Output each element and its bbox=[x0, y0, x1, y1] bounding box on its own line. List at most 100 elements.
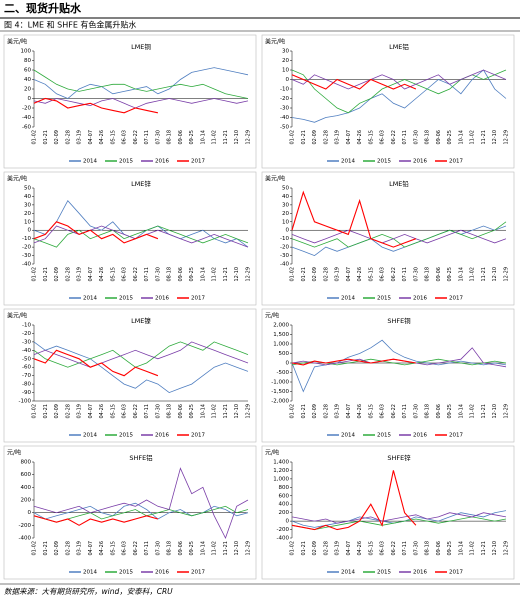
x-tick-label: 02-09 bbox=[312, 130, 318, 145]
legend-label: 2014 bbox=[83, 296, 97, 302]
series-line bbox=[33, 349, 159, 377]
x-tick-label: 02-28 bbox=[65, 130, 71, 145]
x-tick-label: 09-06 bbox=[436, 267, 442, 282]
x-tick-label: 10-14 bbox=[200, 541, 206, 556]
x-tick-label: 05-15 bbox=[368, 267, 374, 282]
x-tick-label: 07-30 bbox=[155, 267, 161, 282]
x-tick-label: 10-14 bbox=[200, 267, 206, 282]
y-tick-label: 50 bbox=[24, 186, 31, 192]
y-tick-label: 40 bbox=[282, 194, 289, 200]
x-tick-label: 09-06 bbox=[436, 404, 442, 419]
x-tick-label: 06-03 bbox=[122, 541, 128, 556]
legend-label: 2016 bbox=[413, 570, 427, 576]
legend-label: 2014 bbox=[83, 570, 97, 576]
y-tick-label: -500 bbox=[277, 370, 290, 376]
x-tick-label: 12-10 bbox=[234, 130, 240, 145]
series-line bbox=[291, 358, 416, 366]
x-tick-label: 01-21 bbox=[301, 130, 307, 145]
x-tick-label: 10-14 bbox=[200, 130, 206, 145]
y-tick-label: -10 bbox=[22, 236, 31, 242]
series-line bbox=[33, 98, 249, 109]
y-tick-label: 20 bbox=[282, 58, 289, 64]
y-tick-label: -80 bbox=[22, 382, 31, 388]
x-tick-label: 01-02 bbox=[32, 541, 38, 556]
y-tick-label: -50 bbox=[280, 125, 289, 131]
x-tick-label: 01-02 bbox=[32, 267, 38, 282]
y-tick-label: 800 bbox=[21, 460, 32, 466]
y-tick-label: 1,200 bbox=[273, 468, 289, 474]
x-tick-label: 04-26 bbox=[99, 267, 105, 282]
y-axis-label: 美元/吨 bbox=[7, 38, 27, 46]
series-line bbox=[33, 341, 249, 368]
x-tick-label: 11-21 bbox=[481, 541, 487, 556]
x-tick-label: 12-29 bbox=[504, 130, 510, 145]
chart-panel: 美元/吨 LME铜 -60 -40 -20 0 20 40 60 80 100 01-02 01-21 0… bbox=[3, 34, 257, 169]
figure-caption: 图 4：LME 和 SHFE 有色金属升贴水 bbox=[4, 20, 136, 30]
y-axis-label: 元/吨 bbox=[7, 449, 21, 457]
legend-label: 2017 bbox=[191, 433, 205, 439]
x-tick-label: 09-06 bbox=[178, 541, 184, 556]
x-tick-label: 06-22 bbox=[133, 404, 139, 419]
x-tick-label: 09-25 bbox=[447, 130, 453, 145]
x-tick-label: 12-10 bbox=[234, 404, 240, 419]
y-axis-label: 美元/吨 bbox=[265, 175, 285, 183]
x-tick-label: 12-10 bbox=[492, 541, 498, 556]
y-axis-label: 元/吨 bbox=[265, 312, 279, 320]
x-tick-label: 10-14 bbox=[458, 404, 464, 419]
y-tick-label: 10 bbox=[24, 219, 31, 225]
y-tick-label: -20 bbox=[22, 245, 31, 251]
x-tick-label: 11-21 bbox=[223, 130, 229, 145]
legend-label: 2015 bbox=[119, 570, 133, 576]
x-tick-label: 08-18 bbox=[425, 130, 431, 145]
x-tick-label: 07-30 bbox=[413, 130, 419, 145]
y-tick-label: -20 bbox=[22, 106, 31, 112]
chart-panel: 元/吨 SHFE铜 -2,000 -1,500 -1,000 -500 0 500 1,000 1… bbox=[261, 308, 515, 443]
x-tick-label: 03-19 bbox=[77, 404, 83, 419]
y-tick-label: 30 bbox=[282, 49, 289, 55]
chart-title: SHFE铜 bbox=[387, 316, 411, 325]
x-tick-label: 09-25 bbox=[189, 267, 195, 282]
y-tick-label: 200 bbox=[21, 498, 32, 504]
x-tick-label: 04-26 bbox=[357, 541, 363, 556]
legend-label: 2015 bbox=[377, 570, 391, 576]
x-tick-label: 07-11 bbox=[144, 267, 150, 282]
x-tick-label: 01-21 bbox=[43, 404, 49, 419]
y-tick-label: 0 bbox=[28, 96, 32, 102]
series-line bbox=[33, 221, 159, 244]
x-tick-label: 02-09 bbox=[54, 404, 60, 419]
y-tick-label: -400 bbox=[19, 536, 32, 542]
series-line bbox=[33, 97, 159, 114]
y-tick-label: -20 bbox=[280, 245, 289, 251]
x-tick-label: 08-18 bbox=[167, 130, 173, 145]
y-tick-label: -20 bbox=[22, 331, 31, 337]
x-tick-label: 02-09 bbox=[54, 267, 60, 282]
x-tick-label: 07-30 bbox=[155, 404, 161, 419]
legend-label: 2015 bbox=[119, 296, 133, 302]
y-tick-label: 20 bbox=[282, 211, 289, 217]
x-tick-label: 02-28 bbox=[65, 541, 71, 556]
y-tick-label: -60 bbox=[22, 365, 31, 371]
y-tick-label: -400 bbox=[277, 536, 290, 542]
y-tick-label: -50 bbox=[22, 356, 31, 362]
x-tick-label: 09-25 bbox=[189, 541, 195, 556]
x-tick-label: 01-02 bbox=[290, 404, 296, 419]
y-tick-label: 400 bbox=[21, 485, 32, 491]
legend-label: 2016 bbox=[413, 433, 427, 439]
x-tick-label: 01-02 bbox=[32, 404, 38, 419]
series-line bbox=[33, 515, 159, 526]
series-line bbox=[33, 502, 249, 520]
legend-label: 2016 bbox=[155, 570, 169, 576]
x-tick-label: 12-29 bbox=[504, 267, 510, 282]
series-line bbox=[291, 190, 417, 248]
series-line bbox=[291, 225, 507, 257]
chart-frame bbox=[3, 34, 257, 169]
x-tick-label: 04-26 bbox=[99, 130, 105, 145]
x-tick-label: 12-10 bbox=[234, 267, 240, 282]
section-header: 二、现货升贴水 bbox=[4, 1, 82, 15]
x-tick-label: 07-11 bbox=[402, 404, 408, 419]
y-tick-label: -30 bbox=[280, 106, 289, 112]
x-tick-label: 05-15 bbox=[368, 130, 374, 145]
series-line bbox=[291, 69, 507, 90]
y-tick-label: 10 bbox=[282, 219, 289, 225]
y-tick-label: 20 bbox=[24, 211, 31, 217]
